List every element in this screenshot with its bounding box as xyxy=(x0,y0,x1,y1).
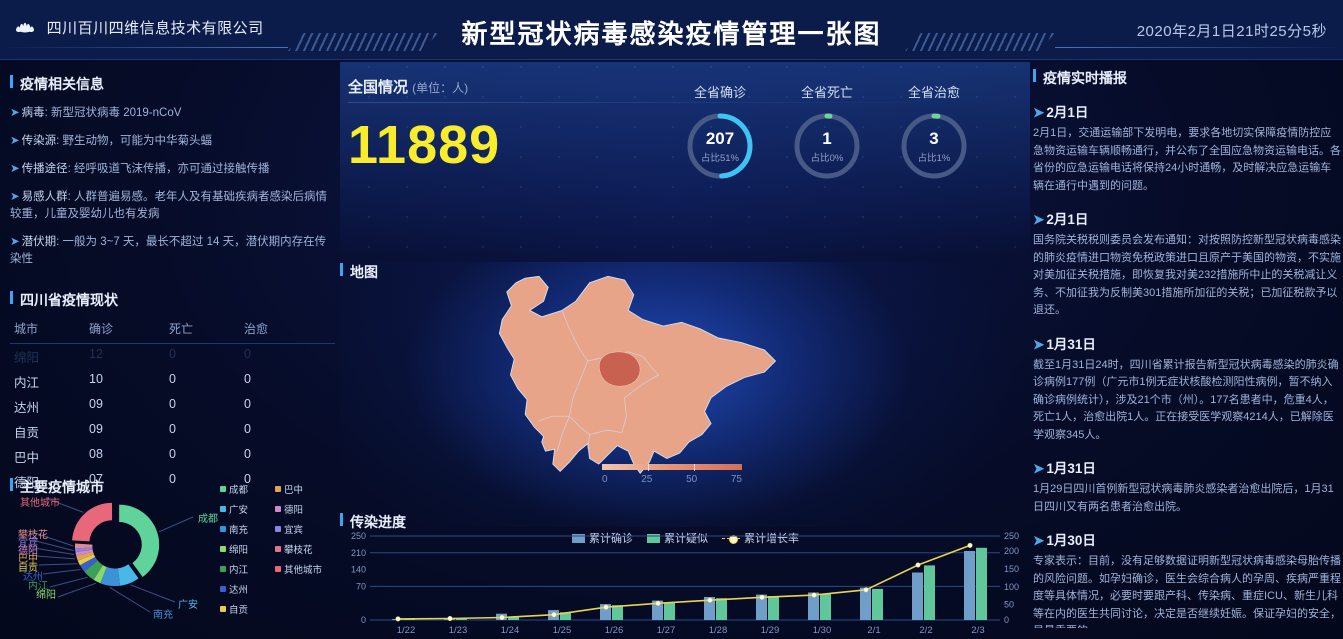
svg-text:210: 210 xyxy=(351,548,366,558)
svg-text:1/30: 1/30 xyxy=(813,625,832,636)
svg-text:0: 0 xyxy=(361,615,366,625)
svg-text:1/23: 1/23 xyxy=(449,625,468,636)
svg-text:1/28: 1/28 xyxy=(709,625,728,636)
svg-text:2/3: 2/3 xyxy=(971,625,984,636)
svg-text:1/29: 1/29 xyxy=(761,625,780,636)
svg-text:150: 150 xyxy=(1004,564,1019,574)
svg-text:200: 200 xyxy=(1004,546,1019,556)
svg-text:0: 0 xyxy=(1004,615,1009,625)
svg-text:1/26: 1/26 xyxy=(605,625,624,636)
svg-text:1/24: 1/24 xyxy=(501,625,520,636)
svg-text:1/27: 1/27 xyxy=(657,625,676,636)
svg-text:1/25: 1/25 xyxy=(553,625,572,636)
svg-text:100: 100 xyxy=(1004,582,1019,592)
svg-text:70: 70 xyxy=(356,581,366,591)
svg-text:2/1: 2/1 xyxy=(867,625,880,636)
svg-text:250: 250 xyxy=(351,532,366,541)
svg-text:50: 50 xyxy=(1004,600,1014,610)
svg-text:140: 140 xyxy=(351,565,366,575)
svg-text:250: 250 xyxy=(1004,532,1019,541)
svg-text:2/2: 2/2 xyxy=(919,625,932,636)
svg-text:1/22: 1/22 xyxy=(397,625,416,636)
